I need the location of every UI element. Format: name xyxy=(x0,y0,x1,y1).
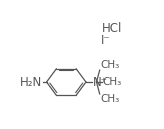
Text: H₂N: H₂N xyxy=(20,76,42,88)
Text: CH₃: CH₃ xyxy=(100,94,120,104)
Text: CH₃: CH₃ xyxy=(100,60,120,70)
Text: I⁻: I⁻ xyxy=(101,34,111,47)
Text: HCl: HCl xyxy=(102,22,122,35)
Text: CH₃: CH₃ xyxy=(103,77,122,87)
Text: N⁺: N⁺ xyxy=(93,76,108,88)
